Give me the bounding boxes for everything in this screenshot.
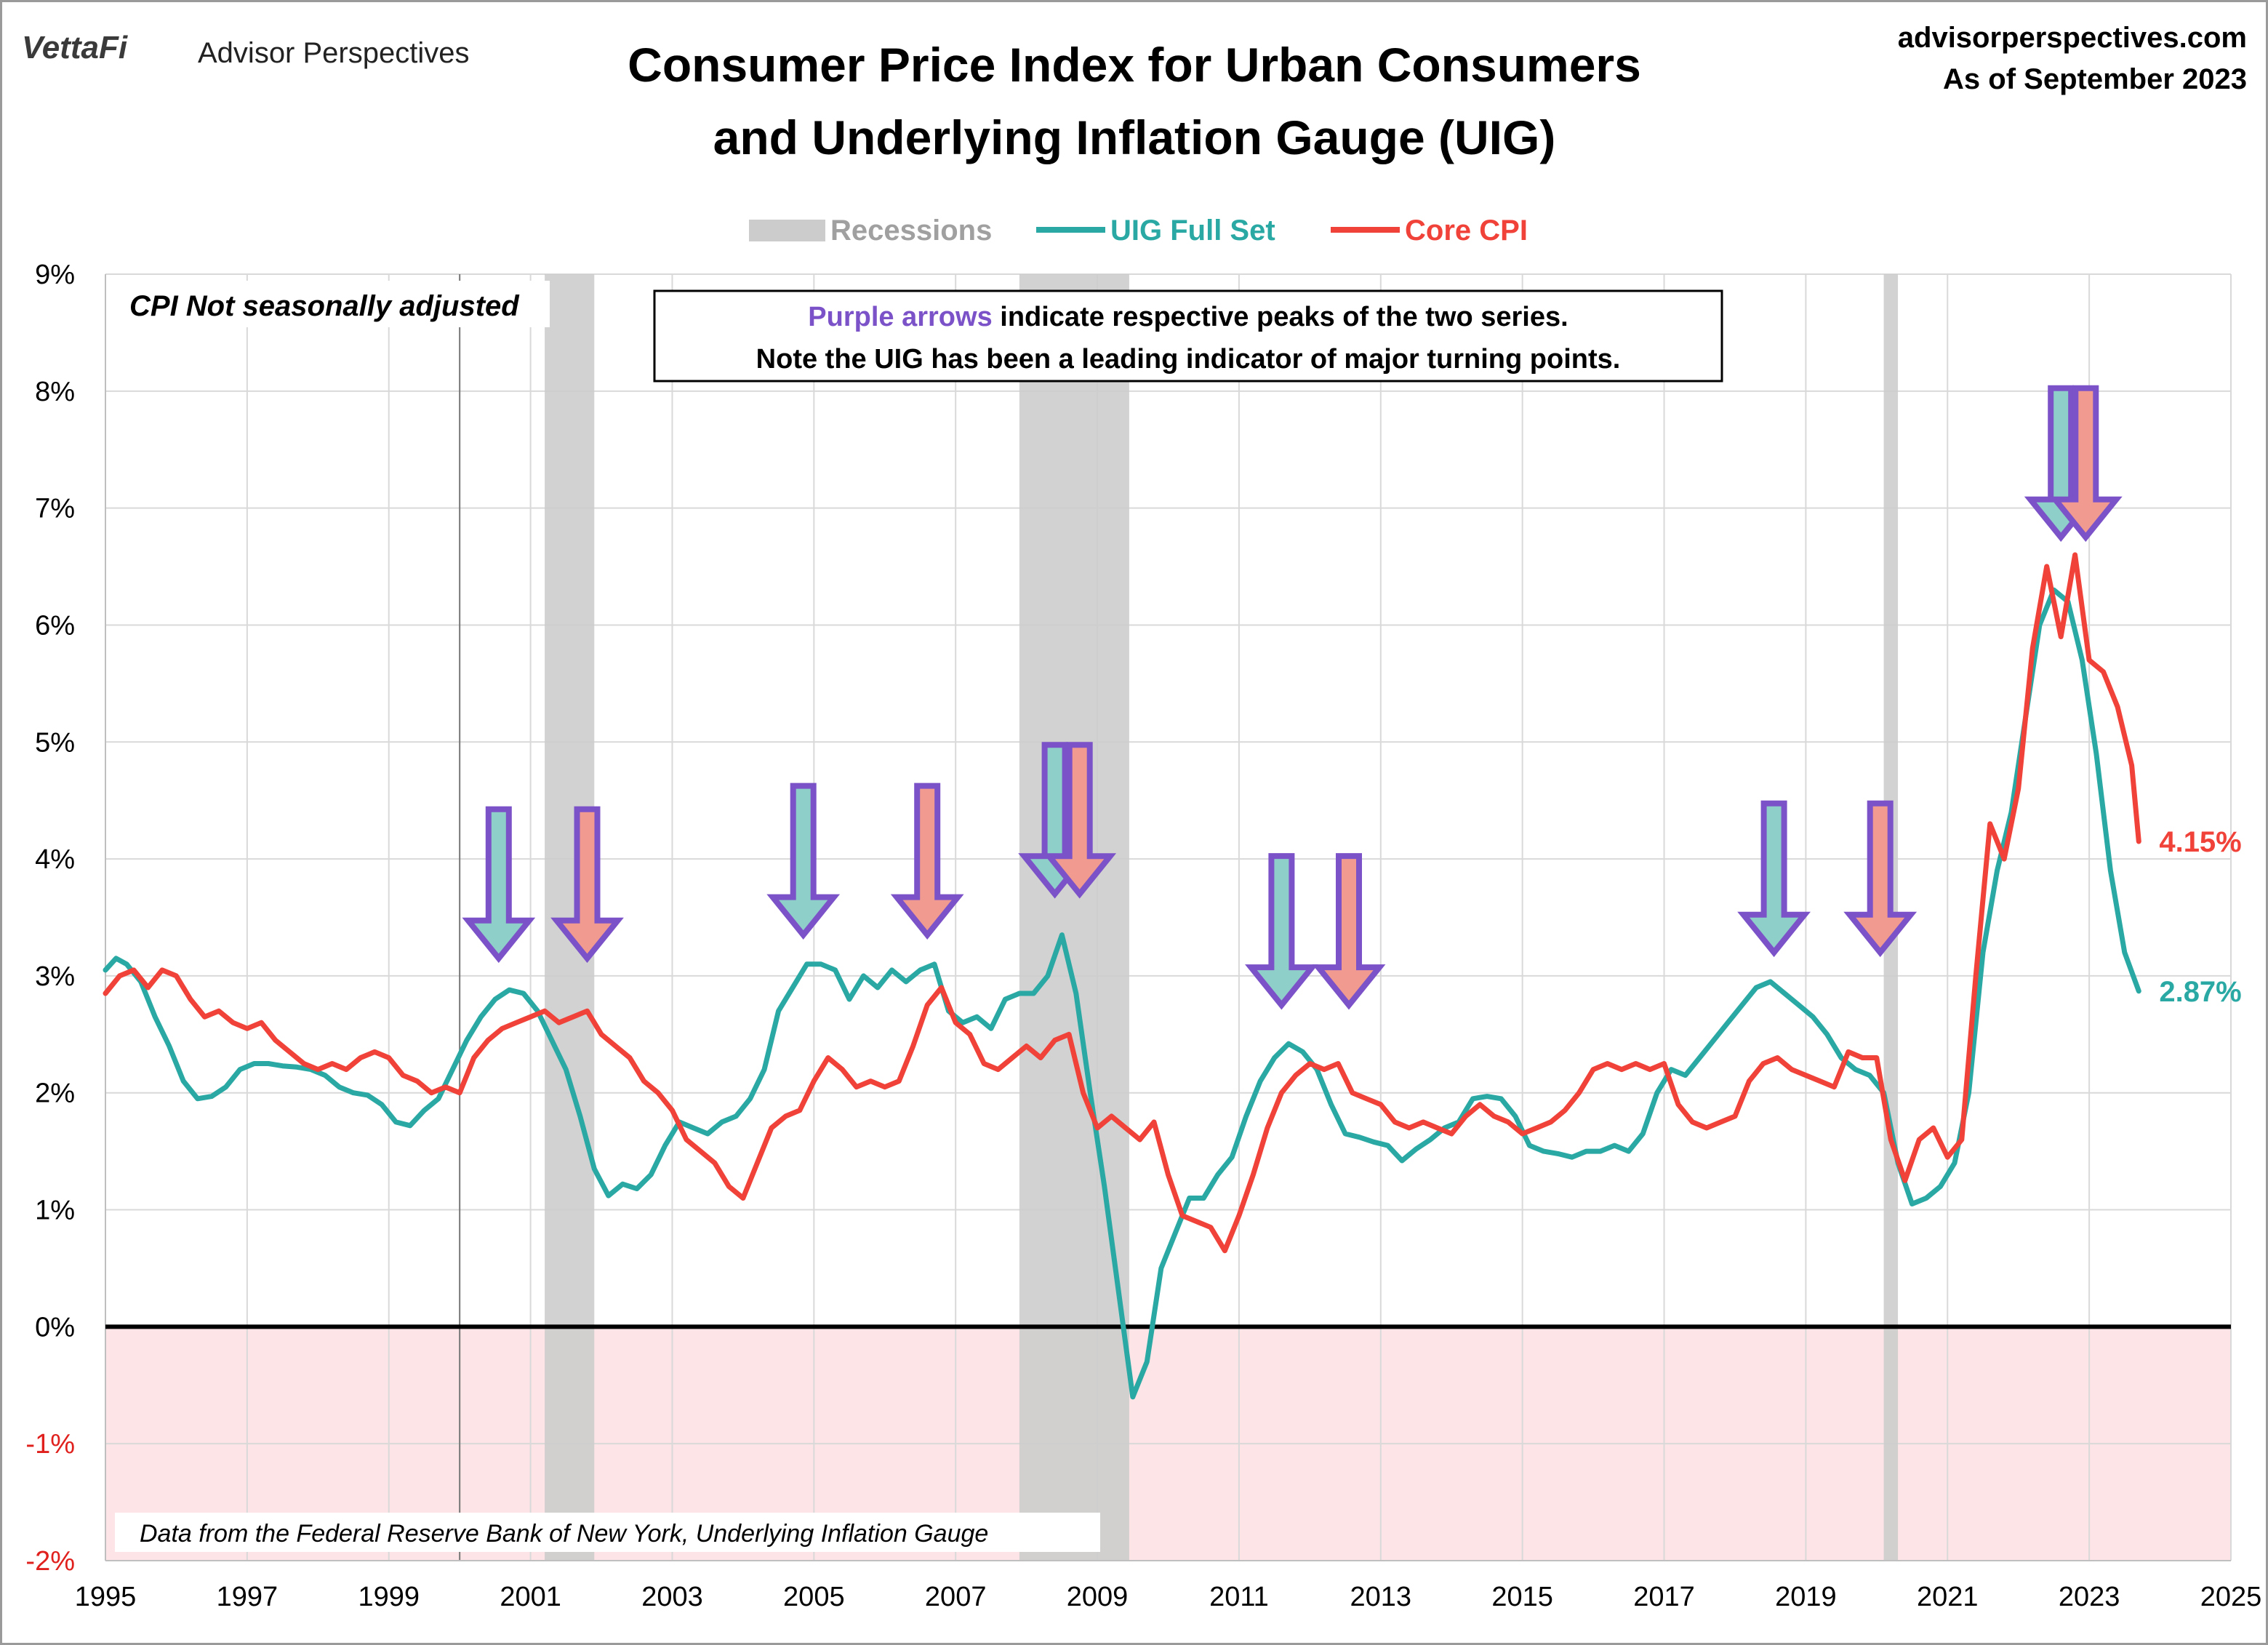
source-note-bg xyxy=(115,1513,1100,1552)
series-uig-line xyxy=(103,587,2141,1400)
recession-bands xyxy=(459,274,1899,1561)
x-tick-label: 2025 xyxy=(2200,1582,2262,1612)
end-label-core: 4.15% xyxy=(2159,826,2241,858)
y-tick-label: 6% xyxy=(35,610,75,641)
x-tick-label: 1997 xyxy=(217,1582,279,1612)
x-tick-label: 2001 xyxy=(500,1582,561,1612)
annotation-highlight: Purple arrows xyxy=(808,302,992,332)
brand-logo: VettaFi xyxy=(22,30,128,65)
x-tick-label: 2017 xyxy=(1633,1582,1695,1612)
cpi-note-bg xyxy=(115,281,550,327)
x-tick-label: 2015 xyxy=(1491,1582,1553,1612)
end-label-uig: 2.87% xyxy=(2159,976,2241,1008)
y-tick-label: 0% xyxy=(35,1312,75,1342)
x-tick-label: 2019 xyxy=(1775,1582,1837,1612)
y-tick-label: 3% xyxy=(35,961,75,992)
recession-band xyxy=(1019,274,1129,1561)
cpi-note: CPI Not seasonally adjusted xyxy=(129,290,520,322)
peak-arrow-core xyxy=(890,783,964,940)
x-tick-label: 2007 xyxy=(925,1582,987,1612)
chart-title-line1: Consumer Price Index for Urban Consumers xyxy=(628,38,1641,92)
y-tick-label: 1% xyxy=(35,1196,75,1226)
brand-name: Advisor Perspectives xyxy=(198,37,469,69)
x-tick-label: 2005 xyxy=(783,1582,845,1612)
y-tick-label: 4% xyxy=(35,844,75,875)
x-tick-label: 1999 xyxy=(358,1582,420,1612)
x-tick-label: 2023 xyxy=(2059,1582,2120,1612)
chart-title-line2: and Underlying Inflation Gauge (UIG) xyxy=(713,111,1556,164)
peak-arrow-uig xyxy=(1245,853,1318,1010)
x-tick-label: 2013 xyxy=(1350,1582,1412,1612)
annotation-line1: Purple arrows indicate respective peaks … xyxy=(808,302,1568,332)
x-tick-label: 2003 xyxy=(641,1582,703,1612)
peak-arrow-core xyxy=(550,806,624,964)
annotation-line2: Note the UIG has been a leading indicato… xyxy=(756,344,1621,375)
peak-arrow-uig xyxy=(462,806,536,964)
y-tick-label: 8% xyxy=(35,377,75,407)
legend-core-label: Core CPI xyxy=(1405,215,1528,247)
legend: Recessions UIG Full Set Core CPI xyxy=(749,215,1528,247)
x-tick-label: 1995 xyxy=(75,1582,137,1612)
series-lines xyxy=(103,552,2141,1400)
y-tick-label: 5% xyxy=(35,727,75,758)
peak-arrow-core xyxy=(1843,800,1918,958)
y-tick-label: -1% xyxy=(25,1429,75,1460)
as-of-date: As of September 2023 xyxy=(1943,63,2247,95)
x-tick-label: 2011 xyxy=(1209,1582,1269,1612)
legend-recessions-swatch xyxy=(749,220,825,241)
legend-uig-label: UIG Full Set xyxy=(1110,215,1275,247)
series-core-line xyxy=(103,552,2141,1254)
annotation-box xyxy=(653,289,1723,383)
peak-arrow-uig xyxy=(1737,800,1811,958)
peak-arrow-core xyxy=(1043,742,1117,899)
x-tick-label: 2021 xyxy=(1917,1582,1979,1612)
peak-arrow-uig xyxy=(766,783,841,940)
peak-arrows xyxy=(462,385,2123,1010)
peak-arrow-core xyxy=(1312,853,1386,1010)
annotation-line1-rest: indicate respective peaks of the two ser… xyxy=(993,302,1568,332)
legend-recessions-label: Recessions xyxy=(830,215,992,247)
tick-labels: 9% 8% 7% 6% 5% 4% 3% 2% 1% 0% -1% -2%1995 1997 1999 20… xyxy=(25,260,2261,1612)
y-tick-label: 9% xyxy=(35,260,75,290)
x-tick-label: 2009 xyxy=(1067,1582,1129,1612)
source-note: Data from the Federal Reserve Bank of Ne… xyxy=(140,1520,988,1548)
y-tick-label: -2% xyxy=(25,1546,75,1577)
y-tick-label: 2% xyxy=(35,1078,75,1109)
axes xyxy=(105,274,2231,1561)
peak-arrow-core xyxy=(2048,385,2123,543)
site-url: advisorperspectives.com xyxy=(1898,22,2247,54)
y-tick-label: 7% xyxy=(35,494,75,524)
